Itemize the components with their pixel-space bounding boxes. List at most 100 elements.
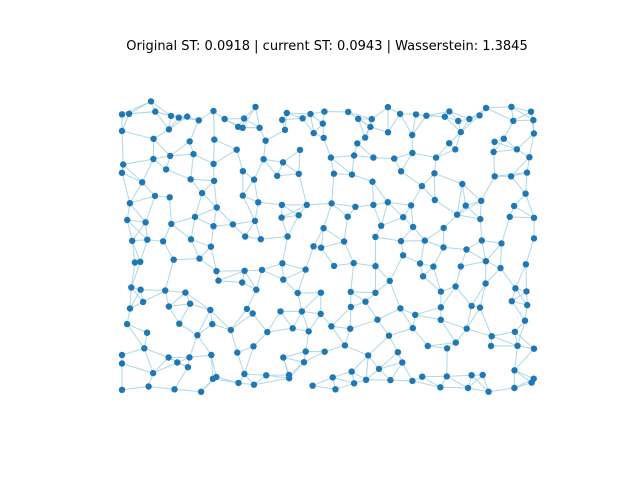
graph-node — [198, 189, 206, 197]
graph-node — [387, 376, 394, 384]
graph-edge — [201, 192, 218, 208]
graph-edge — [265, 129, 286, 142]
graph-edge — [479, 219, 483, 241]
graph-edge — [525, 264, 527, 292]
graph-edge — [377, 319, 390, 336]
graph-node — [457, 263, 464, 270]
graph-edge — [213, 223, 233, 227]
graph-node — [506, 213, 513, 221]
graph-node — [118, 360, 126, 367]
graph-edge — [280, 311, 294, 329]
graph-node — [239, 168, 247, 175]
graph-node — [209, 375, 217, 382]
graph-node — [463, 246, 470, 253]
graph-node — [498, 240, 505, 247]
graph-edge — [243, 346, 254, 375]
graph-edge — [244, 270, 257, 290]
graph-edge — [178, 303, 191, 324]
graph-node — [234, 349, 241, 356]
graph-edge — [513, 111, 532, 122]
graph-node — [167, 112, 175, 120]
graph-edge — [410, 185, 423, 206]
graph-node — [528, 379, 535, 386]
graph-edge — [170, 223, 192, 240]
graph-node — [197, 388, 205, 395]
graph-node — [152, 108, 159, 115]
graph-node — [329, 374, 336, 381]
graph-edge — [155, 111, 179, 119]
graph-edge — [471, 283, 487, 307]
graph-node — [437, 288, 445, 295]
graph-edge — [331, 203, 349, 218]
graph-edge — [349, 306, 352, 329]
graph-node — [187, 176, 194, 183]
graph-node — [508, 103, 515, 111]
graph-edge — [332, 371, 352, 378]
graph-edge — [218, 270, 245, 282]
graph-edge — [232, 220, 256, 225]
graph-edge — [131, 240, 141, 262]
graph-node — [262, 137, 269, 144]
graph-edge — [491, 335, 518, 347]
graph-node — [476, 112, 483, 119]
graph-edge — [466, 307, 481, 329]
graph-node — [307, 110, 314, 118]
graph-node — [345, 108, 352, 116]
graph-edge — [493, 151, 496, 177]
graph-edge — [129, 195, 156, 204]
graph-node — [151, 192, 159, 200]
graph-edge — [282, 161, 300, 175]
graph-node — [511, 367, 518, 374]
graph-node — [250, 176, 258, 183]
graph-node — [149, 369, 157, 377]
graph-edge — [190, 154, 194, 180]
graph-node — [485, 388, 492, 395]
graph-node — [257, 236, 264, 243]
graph-node — [251, 217, 259, 225]
graph-edge — [286, 112, 311, 115]
graph-edge — [141, 158, 154, 183]
graph-node — [252, 103, 259, 111]
graph-node — [416, 260, 424, 267]
graph-node — [295, 212, 302, 219]
graph-node — [255, 199, 262, 206]
graph-edge — [367, 335, 390, 356]
graph-node — [165, 354, 172, 361]
graph-edge — [121, 172, 143, 183]
graph-node — [510, 117, 517, 125]
graph-edge — [415, 314, 441, 321]
graph-node — [131, 259, 139, 266]
graph-node — [207, 306, 214, 314]
graph-edge — [500, 267, 516, 289]
graph-edge — [486, 106, 512, 109]
graph-node — [174, 359, 181, 366]
graph-edge — [446, 374, 472, 377]
graph-edge — [440, 386, 469, 389]
graph-edge — [332, 376, 355, 384]
graph-edge — [242, 179, 255, 196]
graph-node — [294, 289, 301, 297]
graph-node — [459, 180, 466, 188]
graph-node — [522, 190, 529, 197]
graph-edge — [224, 118, 245, 120]
graph-edge — [514, 264, 527, 289]
graph-node — [120, 161, 127, 168]
graph-node — [412, 111, 420, 118]
graph-edge — [350, 291, 376, 294]
graph-node — [321, 108, 328, 115]
graph-node — [466, 115, 473, 123]
graph-edge — [351, 155, 355, 175]
graph-node — [521, 317, 529, 324]
graph-edge — [399, 308, 414, 329]
graph-node — [418, 182, 426, 190]
graph-node — [440, 224, 447, 232]
graph-node — [332, 386, 339, 393]
graph-node — [280, 354, 287, 361]
graph-node — [227, 326, 234, 334]
graph-node — [523, 169, 531, 176]
graph-edge — [129, 111, 156, 115]
node-layer — [118, 98, 538, 395]
graph-edge — [244, 373, 267, 376]
graph-node — [139, 298, 147, 306]
graph-edge — [129, 289, 142, 309]
